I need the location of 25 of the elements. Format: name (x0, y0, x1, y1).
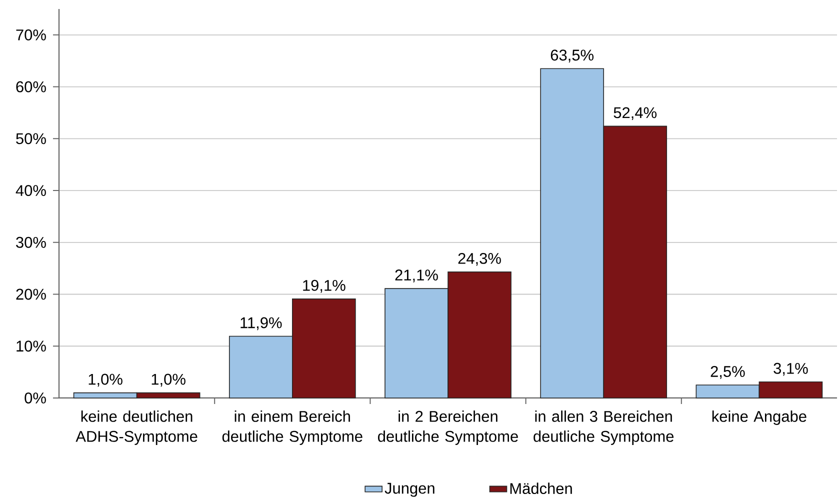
x-tick-label: in einem Bereich deutliche Symptome (222, 410, 362, 445)
data-label: 1,0% (88, 374, 122, 387)
y-tick-label: 40% (16, 185, 46, 196)
data-label: 21,1% (395, 270, 438, 282)
y-tick-label: 50% (16, 133, 46, 144)
data-label: 19,1% (303, 280, 346, 293)
data-label: 24,3% (458, 252, 501, 266)
y-tick-label: 30% (16, 236, 46, 248)
data-label: 52,4% (614, 107, 657, 120)
legend-label: Jungen (384, 482, 434, 497)
data-label: 3,1% (774, 362, 808, 376)
legend-label: Mädchen (510, 482, 572, 494)
y-tick-label: 70% (16, 29, 46, 40)
y-tick-label: 0% (24, 392, 46, 404)
data-label: 63,5% (550, 50, 594, 62)
x-tick-label: in 2 Bereichen deutliche Symptome (378, 410, 518, 445)
x-tick-label: keine deutlichen ADHS-Symptome (76, 410, 198, 445)
y-tick-label: 10% (16, 340, 46, 352)
data-label: 1,0% (152, 374, 186, 387)
y-tick-label: 20% (16, 288, 46, 300)
x-tick-label: keine Angabe (712, 410, 806, 425)
data-label: 2,5% (710, 366, 745, 379)
x-tick-label: in allen 3 Bereichen deutliche Symptome (534, 410, 674, 445)
data-label: 11,9% (240, 317, 282, 330)
y-tick-label: 60% (16, 81, 46, 92)
